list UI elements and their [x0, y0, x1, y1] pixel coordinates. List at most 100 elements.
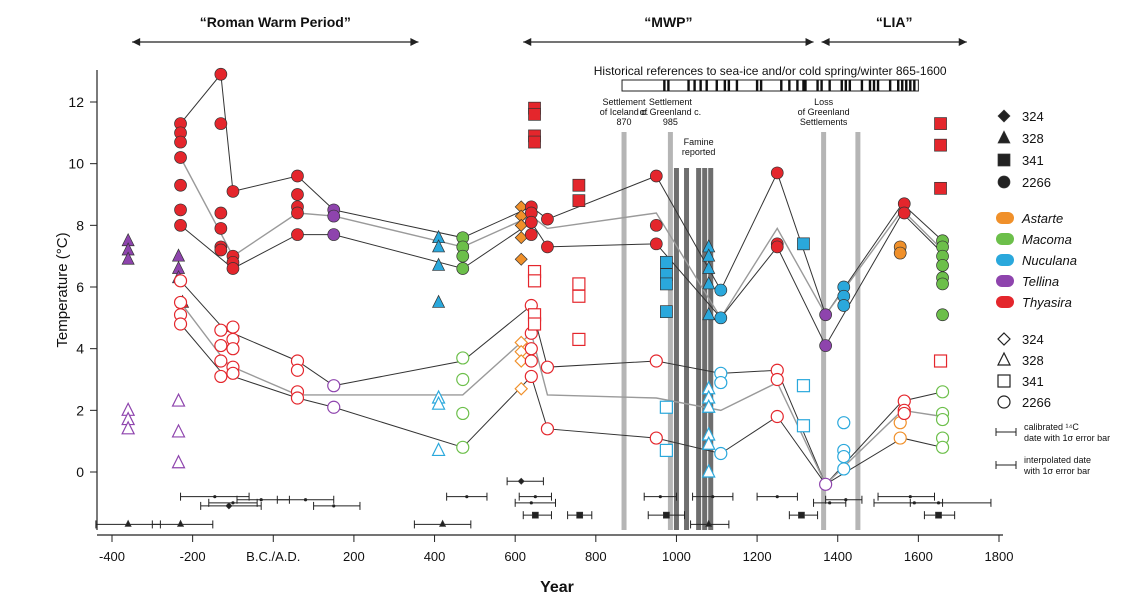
series-lines — [179, 73, 944, 486]
error-bar-center — [775, 495, 779, 499]
error-bar-marker — [225, 502, 233, 510]
data-point — [226, 320, 240, 334]
data-point — [290, 391, 305, 405]
legend-species-label: Tellina — [1022, 274, 1059, 289]
historical-bar-mark — [909, 80, 912, 91]
data-point — [291, 169, 304, 183]
historical-bar-mark — [901, 80, 904, 91]
x-axis-label: Year — [540, 579, 574, 596]
data-point — [934, 117, 947, 130]
x-tick-label: 1200 — [743, 549, 772, 564]
data-point — [214, 117, 228, 130]
event-label-line: Settlement — [603, 97, 647, 107]
y-tick-label: 2 — [76, 402, 84, 418]
data-point — [770, 240, 784, 254]
data-point — [432, 294, 446, 308]
data-point — [214, 243, 228, 257]
historical-bar-mark — [699, 80, 702, 91]
error-bar-center — [908, 495, 912, 499]
data-point — [572, 194, 586, 208]
data-point — [936, 259, 949, 272]
y-tick-label: 10 — [68, 156, 84, 172]
data-point — [214, 369, 228, 384]
legend-marker — [997, 351, 1011, 366]
data-point — [290, 363, 305, 377]
data-point — [456, 406, 470, 421]
x-tick-label: B.C./A.D. — [246, 549, 300, 564]
error-bar-center — [658, 495, 662, 499]
error-bar-center — [465, 495, 469, 499]
data-point — [702, 306, 716, 321]
data-point — [797, 237, 810, 251]
data-point — [327, 400, 341, 414]
x-tick-label: 600 — [504, 549, 526, 564]
legend-marker — [997, 374, 1011, 388]
data-point — [649, 431, 663, 445]
x-tick-label: -400 — [99, 549, 125, 564]
data-point — [121, 251, 135, 265]
data-point — [291, 228, 304, 241]
data-point — [936, 277, 949, 291]
event-label: Loss of Greenland Settlements — [798, 97, 850, 127]
famine-label-line: Famine — [684, 137, 714, 147]
event-label-line: of Iceland c. — [600, 107, 649, 117]
event-label: Settlement of Iceland c. 870 — [600, 97, 649, 127]
legend-marker-label: 341 — [1022, 153, 1044, 168]
legend-marker — [997, 332, 1011, 346]
data-point — [121, 420, 136, 435]
legend-marker-label: 324 — [1022, 332, 1044, 347]
data-point — [327, 228, 341, 241]
data-point — [649, 237, 663, 251]
error-bar-marker — [663, 511, 670, 519]
historical-bar-mark — [897, 80, 900, 91]
historical-bar-mark — [715, 80, 718, 91]
famine-line — [702, 168, 708, 530]
series-line — [180, 280, 943, 486]
y-tick-label: 4 — [76, 341, 84, 357]
data-point — [173, 317, 188, 331]
x-tick-label: 1000 — [662, 549, 691, 564]
data-point — [527, 274, 542, 288]
period-label: “LIA” — [876, 14, 913, 30]
axes: 0 2 4 6 8 10 12 -400 -200 B.C./A.D. 200 400 600 800 10… — [68, 70, 1013, 564]
legend-marker-label: 2266 — [1022, 175, 1051, 190]
historical-bar-mark — [663, 80, 666, 91]
data-point — [226, 342, 240, 356]
legend: 324 328 341 2266 Astarte Macoma Nuculana Tellin… — [995, 109, 1110, 476]
data-point — [514, 381, 529, 396]
data-point — [226, 262, 240, 275]
historical-bar-mark — [759, 80, 763, 91]
data-point — [819, 339, 832, 352]
error-bar-marker — [517, 477, 525, 485]
historical-bar-mark — [796, 80, 799, 91]
legend-errorbar-label: interpolated date with 1σ error bar — [1023, 455, 1091, 476]
period-arrow-head-left — [132, 38, 141, 46]
y-axis-label: Temperature (°C) — [54, 232, 71, 347]
period-label: “Roman Warm Period” — [200, 14, 351, 30]
event-line — [821, 132, 827, 530]
data-point — [174, 135, 187, 149]
data-point — [714, 375, 728, 390]
error-bar-marker — [124, 519, 132, 527]
data-point — [934, 138, 947, 152]
data-point — [327, 209, 341, 223]
data-point — [897, 406, 911, 421]
data-point — [171, 248, 186, 262]
data-point — [541, 212, 554, 226]
data-point — [659, 443, 673, 458]
data-point — [572, 289, 586, 303]
data-point — [456, 372, 470, 387]
data-point — [524, 342, 538, 356]
y-tick-label: 0 — [76, 464, 84, 480]
x-tick-label: 200 — [343, 549, 365, 564]
data-point — [214, 206, 228, 220]
data-point — [837, 299, 851, 312]
historical-bar-frame — [621, 79, 919, 92]
historical-bar-title: Historical references to sea-ice and/or … — [594, 64, 947, 78]
data-point — [432, 257, 446, 271]
famine-line — [673, 168, 679, 530]
historical-bar-mark — [788, 80, 791, 91]
historical-bar-mark — [905, 80, 908, 91]
legend-errorbar-label-line: calibrated ¹⁴C — [1024, 422, 1079, 432]
